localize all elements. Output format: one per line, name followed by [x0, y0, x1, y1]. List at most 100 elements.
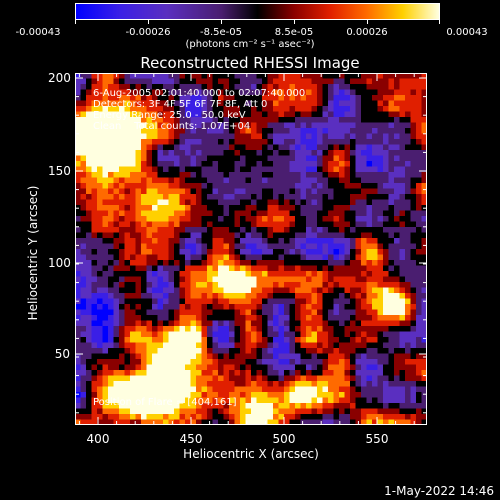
- image-pixel: [185, 260, 191, 266]
- image-pixel: [130, 95, 136, 101]
- image-pixel: [141, 89, 147, 96]
- image-pixel: [190, 205, 197, 211]
- image-pixel: [388, 309, 395, 316]
- image-pixel: [366, 177, 373, 184]
- image-pixel: [157, 265, 164, 272]
- image-pixel: [196, 199, 202, 206]
- image-pixel: [333, 309, 340, 316]
- image-pixel: [289, 386, 296, 393]
- image-pixel: [399, 271, 406, 277]
- image-pixel: [223, 128, 230, 134]
- image-pixel: [333, 111, 340, 118]
- image-pixel: [317, 386, 323, 393]
- image-pixel: [256, 210, 263, 217]
- image-pixel: [372, 309, 378, 316]
- image-pixel: [366, 419, 373, 425]
- image-pixel: [196, 111, 202, 118]
- image-pixel: [421, 359, 427, 365]
- image-pixel: [75, 183, 81, 189]
- image-pixel: [377, 309, 384, 316]
- image-pixel: [113, 100, 120, 107]
- image-pixel: [361, 78, 367, 85]
- image-pixel: [124, 106, 131, 112]
- image-pixel: [146, 111, 153, 118]
- image-pixel: [289, 265, 296, 272]
- image-pixel: [262, 183, 268, 189]
- image-pixel: [119, 216, 125, 222]
- image-pixel: [207, 205, 213, 211]
- image-pixel: [113, 166, 120, 173]
- image-pixel: [86, 359, 92, 365]
- image-pixel: [267, 155, 274, 162]
- image-pixel: [300, 414, 307, 420]
- image-pixel: [405, 84, 411, 90]
- image-pixel: [130, 320, 136, 327]
- image-pixel: [185, 309, 191, 316]
- image-pixel: [295, 128, 301, 134]
- image-pixel: [97, 353, 103, 360]
- image-pixel: [273, 260, 279, 266]
- image-pixel: [377, 199, 384, 206]
- image-pixel: [317, 265, 323, 272]
- image-pixel: [278, 155, 285, 162]
- image-pixel: [229, 111, 235, 118]
- image-pixel: [141, 133, 147, 140]
- image-pixel: [130, 177, 136, 184]
- image-pixel: [245, 392, 252, 398]
- image-pixel: [240, 194, 246, 200]
- image-pixel: [306, 188, 312, 195]
- image-pixel: [355, 260, 362, 266]
- image-pixel: [97, 337, 103, 343]
- image-pixel: [273, 139, 279, 145]
- image-pixel: [273, 111, 279, 118]
- colorbar-tick: [75, 20, 76, 24]
- image-pixel: [322, 397, 329, 404]
- image-pixel: [185, 111, 191, 118]
- image-pixel: [119, 276, 125, 283]
- image-pixel: [229, 210, 235, 217]
- image-pixel: [207, 243, 213, 250]
- image-pixel: [201, 84, 208, 90]
- image-pixel: [141, 199, 147, 206]
- image-pixel: [141, 111, 147, 118]
- image-pixel: [196, 320, 202, 327]
- image-pixel: [218, 128, 224, 134]
- image-pixel: [207, 177, 213, 184]
- image-pixel: [146, 73, 153, 79]
- image-pixel: [152, 265, 158, 272]
- image-pixel: [245, 199, 252, 206]
- image-pixel: [207, 172, 213, 178]
- image-pixel: [141, 243, 147, 250]
- image-pixel: [119, 188, 125, 195]
- image-pixel: [212, 161, 219, 167]
- image-pixel: [333, 381, 340, 387]
- image-pixel: [256, 199, 263, 206]
- image-pixel: [119, 337, 125, 343]
- x-tick-label: 500: [272, 432, 296, 446]
- image-pixel: [394, 210, 400, 217]
- image-pixel: [113, 364, 120, 371]
- image-pixel: [317, 100, 323, 107]
- image-pixel: [284, 276, 290, 283]
- image-pixel: [141, 414, 147, 420]
- time-range: 6-Aug-2005 02:01:40.000 to 02:07:40.000: [93, 88, 306, 99]
- image-pixel: [295, 199, 301, 206]
- image-pixel: [394, 243, 400, 250]
- image-pixel: [328, 216, 334, 222]
- image-pixel: [410, 320, 417, 327]
- image-pixel: [218, 117, 224, 123]
- image-pixel: [278, 249, 285, 255]
- image-pixel: [196, 183, 202, 189]
- image-pixel: [179, 265, 186, 272]
- image-pixel: [421, 238, 427, 244]
- image-pixel: [102, 386, 109, 393]
- image-pixel: [168, 353, 175, 360]
- image-pixel: [355, 144, 362, 151]
- image-pixel: [124, 166, 131, 173]
- image-pixel: [141, 232, 147, 239]
- image-pixel: [284, 117, 290, 123]
- image-pixel: [157, 144, 164, 151]
- image-pixel: [135, 375, 142, 382]
- image-pixel: [399, 188, 406, 195]
- image-pixel: [295, 73, 301, 79]
